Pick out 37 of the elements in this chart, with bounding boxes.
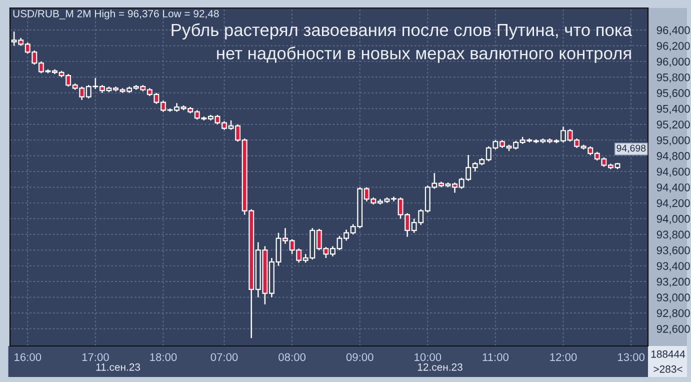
y-tick-label: 94,000 xyxy=(656,214,690,224)
chart-subtitle: USD/RUB_M 2M High = 96,376 Low = 92,48 xyxy=(13,10,219,20)
text: 11.сен.23 xyxy=(96,363,140,371)
y-tick-label: 93,000 xyxy=(656,294,690,303)
text: 12.сен.23 xyxy=(418,363,462,371)
text: >283< xyxy=(654,365,682,373)
y-tick-label: 96,200 xyxy=(656,42,690,52)
y-tick-label: 94,400 xyxy=(656,183,690,193)
y-tick-label: 93,600 xyxy=(656,246,690,256)
y-tick-label: 96,400 xyxy=(656,26,690,36)
y-tick-label: 92,800 xyxy=(656,309,690,318)
y-tick-label: 93,200 xyxy=(656,278,690,287)
y-tick-label: 94,200 xyxy=(656,199,690,208)
y-tick-label: 92,600 xyxy=(656,324,690,334)
x-tick-label: 12:00 xyxy=(550,353,577,362)
y-tick-label: 93,400 xyxy=(656,262,690,272)
x-tick-label: 16:00 xyxy=(14,353,42,362)
x-tick-label: 11:00 xyxy=(482,353,509,362)
y-tick-label: 94,800 xyxy=(656,152,690,162)
y-tick-label: 96,000 xyxy=(656,58,690,67)
x-tick-label: 09:00 xyxy=(346,353,374,362)
y-tick-label: 95,800 xyxy=(656,73,690,83)
y-tick-label: 95,000 xyxy=(656,136,690,146)
x-tick-label: 10:00 xyxy=(414,353,442,362)
y-tick-label: 93,800 xyxy=(656,230,690,240)
x-tick-label: 17:00 xyxy=(82,353,109,362)
y-tick-label: 95,600 xyxy=(656,89,690,98)
y-tick-label: 95,200 xyxy=(656,120,690,130)
y-tick-label: 94,600 xyxy=(656,168,690,177)
x-tick-label: 13:00 xyxy=(618,353,645,362)
x-tick-label: 18:00 xyxy=(150,353,177,362)
x-tick-label: 08:00 xyxy=(278,353,306,362)
text: 188444 xyxy=(651,350,686,358)
y-tick-label: 95,400 xyxy=(656,104,690,114)
text: Рубль растерял завоевания после слов Путина, что пока нет надобности в новых мерах валютного контроля xyxy=(172,23,632,63)
annotation: 94,698 xyxy=(616,144,646,153)
x-tick-label: 07:00 xyxy=(210,353,238,362)
